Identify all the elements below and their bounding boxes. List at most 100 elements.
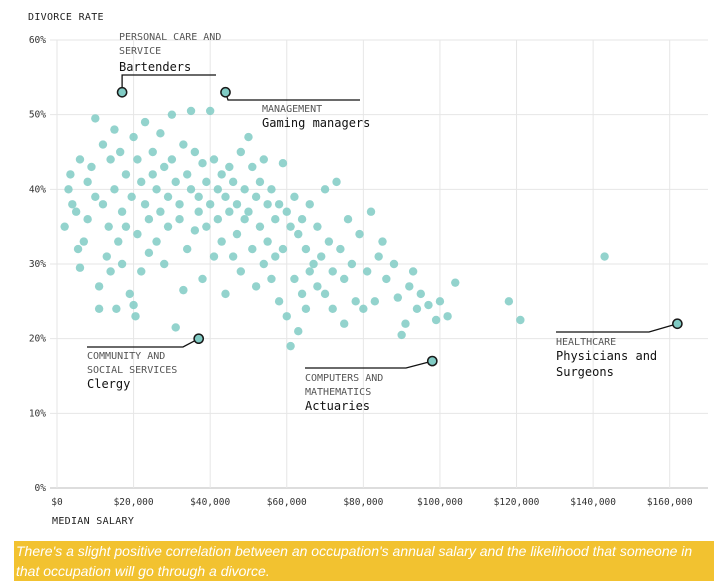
data-point [163, 222, 173, 231]
data-point [412, 304, 422, 313]
annotation-leader-line [121, 74, 216, 93]
data-point [194, 192, 203, 201]
data-point [190, 226, 200, 235]
data-point [366, 207, 376, 216]
data-point [160, 259, 169, 269]
data-point [297, 289, 307, 299]
data-point [225, 207, 234, 216]
data-point [190, 147, 200, 157]
x-tick-label: $40,000 [190, 497, 230, 508]
data-point [516, 315, 525, 325]
data-point [98, 140, 108, 149]
data-point [209, 252, 219, 261]
data-point [320, 289, 330, 299]
data-point [202, 222, 211, 231]
data-point [282, 312, 291, 321]
data-point [228, 252, 238, 261]
y-axis-title: DIVORCE RATE [28, 12, 104, 23]
annotation-leader-line [224, 92, 360, 101]
data-point [140, 117, 150, 127]
data-point [98, 200, 108, 209]
grid-layer [50, 39, 708, 489]
data-point [186, 185, 196, 194]
data-point [340, 319, 349, 328]
x-tick-label: $100,000 [417, 497, 463, 508]
annotation-category: SERVICE [119, 46, 161, 57]
data-point [91, 192, 100, 201]
data-point [133, 155, 142, 164]
data-point [232, 200, 242, 209]
data-point [183, 170, 192, 179]
data-point [328, 304, 337, 313]
x-tick-label: $20,000 [114, 497, 154, 508]
y-tick-label: 30% [29, 259, 46, 270]
data-point [401, 319, 410, 328]
annotation-category: COMPUTERS AND [305, 373, 383, 384]
x-tick-label: $120,000 [494, 497, 540, 508]
chart-svg: 0% 10% 20% 30% 40% 50% 60% $0 $20,000 $40,000 $60,… [28, 12, 708, 527]
data-point [167, 110, 177, 119]
data-point [255, 222, 265, 231]
data-point [263, 237, 272, 246]
data-point [104, 222, 113, 231]
annotation-highlight-point [116, 86, 128, 98]
data-point [393, 293, 403, 302]
annotation-occupation: Surgeons [556, 365, 614, 379]
data-point [378, 237, 387, 246]
data-point [205, 200, 215, 209]
data-point [117, 207, 127, 216]
chart-caption: There's a slight positive correlation be… [14, 541, 714, 581]
data-point [408, 267, 418, 276]
data-point [290, 274, 299, 284]
annotation-occupation: Bartenders [119, 60, 191, 74]
data-point [328, 267, 337, 276]
data-point [71, 207, 81, 216]
data-point [297, 215, 307, 224]
data-point [416, 289, 425, 299]
annotation-highlight-point [193, 333, 205, 345]
annotation-occupation: Gaming managers [262, 116, 370, 130]
data-point [221, 192, 230, 201]
data-point [171, 177, 180, 187]
data-point [336, 244, 345, 254]
annotation-category: COMMUNITY AND [87, 351, 165, 362]
data-point [133, 229, 142, 239]
data-point [240, 215, 249, 224]
annotation-occupation: Physicians and [556, 349, 657, 363]
data-point [209, 155, 219, 164]
data-point [370, 297, 380, 306]
data-point [217, 237, 226, 246]
data-point [106, 155, 115, 164]
data-point [179, 140, 188, 149]
data-point [112, 304, 121, 313]
data-point [431, 315, 441, 325]
data-point [83, 215, 92, 224]
data-point [278, 159, 288, 168]
data-point [183, 244, 192, 254]
data-point [121, 170, 131, 179]
data-point [359, 304, 368, 313]
data-point [255, 177, 265, 187]
annotation-highlight-point [426, 355, 438, 367]
data-point [140, 200, 150, 209]
data-point [106, 267, 115, 276]
data-point [64, 185, 73, 194]
data-point [125, 289, 134, 299]
data-point [79, 237, 89, 246]
data-point [244, 207, 253, 216]
data-point [351, 297, 360, 306]
x-axis-title: MEDIAN SALARY [52, 516, 134, 527]
data-point [274, 200, 284, 209]
data-point [259, 259, 268, 269]
data-point [221, 289, 230, 299]
data-point [228, 177, 238, 187]
data-point [213, 185, 223, 194]
annotation-leader-line [305, 360, 433, 369]
data-point [355, 229, 364, 239]
data-point [397, 330, 406, 340]
data-point [110, 185, 119, 194]
y-tick-label: 50% [29, 110, 46, 121]
data-point [66, 170, 75, 179]
data-point [217, 170, 226, 179]
data-point [115, 147, 125, 157]
